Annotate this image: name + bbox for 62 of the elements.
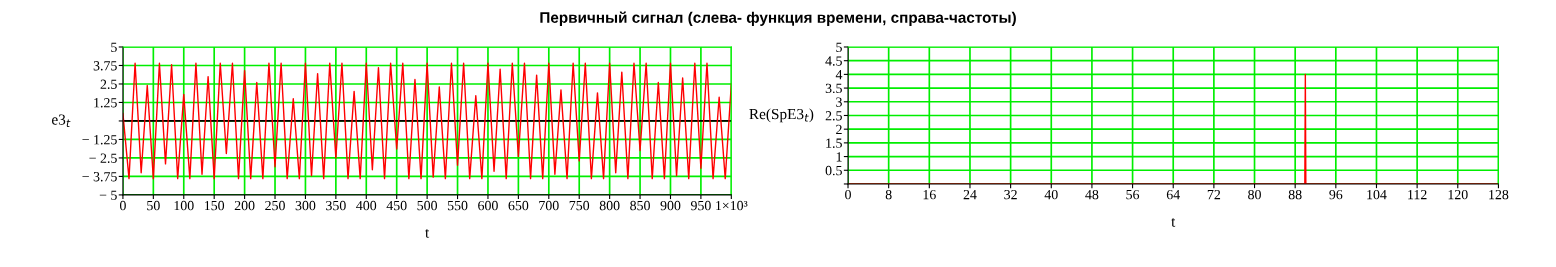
x-tick-label: 40	[1044, 189, 1058, 200]
x-tick-label: 900	[660, 200, 681, 211]
x-tick-label: 120	[1448, 189, 1468, 200]
y-tick-label: 5	[836, 42, 842, 52]
x-axis-title: t	[425, 228, 430, 238]
y-tick-label: − 5	[99, 190, 117, 200]
x-tick-label: 150	[204, 200, 225, 211]
x-tick-label: 950	[690, 200, 711, 211]
y-tick-label: 2.5	[100, 79, 117, 89]
x-tick-label: 112	[1408, 189, 1427, 200]
y-tick-label: − 2.5	[89, 153, 117, 163]
line-series	[122, 62, 732, 180]
x-tick-label: 1×10³	[716, 200, 748, 211]
x-tick-label: 80	[1248, 189, 1261, 200]
x-tick-label: 400	[356, 200, 377, 211]
x-tick-label: 24	[963, 189, 977, 200]
y-tick-label: 0.5	[825, 165, 842, 176]
y-axis-title: e3$_{t}$	[51, 114, 71, 128]
y-tick-label: 3.75	[93, 61, 117, 71]
x-axis-title: t	[1171, 218, 1176, 227]
x-tick-label: 128	[1489, 189, 1509, 200]
y-tick-label: 1.5	[826, 138, 842, 148]
x-tick-label: 64	[1166, 189, 1180, 200]
y-tick-label: 3	[836, 97, 842, 107]
x-tick-label: 200	[234, 200, 255, 211]
y-tick-label: 1	[836, 152, 842, 162]
y-tick-label: 2	[836, 124, 842, 134]
x-tick-label: 88	[1288, 189, 1302, 200]
x-tick-label: 250	[265, 200, 285, 211]
y-tick-label: 5	[111, 42, 117, 52]
x-tick-label: 72	[1207, 189, 1221, 200]
x-tick-label: 600	[478, 200, 498, 211]
y-tick-label: 4.5	[825, 56, 842, 66]
y-tick-label: − 3.75	[82, 172, 117, 182]
y-tick-label: − 1.25	[82, 135, 117, 145]
y-tick-label: 4	[835, 70, 843, 80]
y-tick-label: 3.5	[825, 83, 842, 94]
x-tick-label: 700	[539, 200, 559, 211]
x-tick-label: 500	[417, 200, 438, 211]
x-tick-label: 750	[569, 200, 590, 211]
x-tick-label: 850	[630, 200, 650, 211]
x-tick-label: 96	[1329, 189, 1343, 200]
x-tick-label: 350	[326, 200, 346, 211]
x-tick-label: 100	[174, 200, 194, 211]
y-axis-title: Re(SpE3$_{t}$)	[749, 108, 814, 123]
x-tick-label: 48	[1085, 189, 1099, 200]
x-tick-label: 16	[923, 189, 936, 200]
x-tick-label: 550	[447, 200, 468, 211]
text: Первичный сигнал (слева- функция времени, справа-частоты)	[540, 11, 1016, 26]
x-tick-label: 0	[845, 189, 851, 200]
x-tick-label: 50	[147, 200, 160, 211]
x-tick-label: 32	[1004, 189, 1017, 200]
x-tick-label: 0	[119, 200, 126, 211]
x-tick-label: 650	[508, 200, 529, 211]
y-tick-label: 1.25	[94, 98, 117, 108]
x-tick-label: 56	[1126, 189, 1140, 200]
x-tick-label: 8	[885, 189, 892, 200]
x-tick-label: 104	[1367, 189, 1387, 200]
y-tick-label: 2.5	[825, 111, 842, 121]
x-tick-label: 450	[386, 200, 407, 211]
x-tick-label: 800	[599, 200, 620, 211]
x-tick-label: 300	[295, 200, 316, 211]
